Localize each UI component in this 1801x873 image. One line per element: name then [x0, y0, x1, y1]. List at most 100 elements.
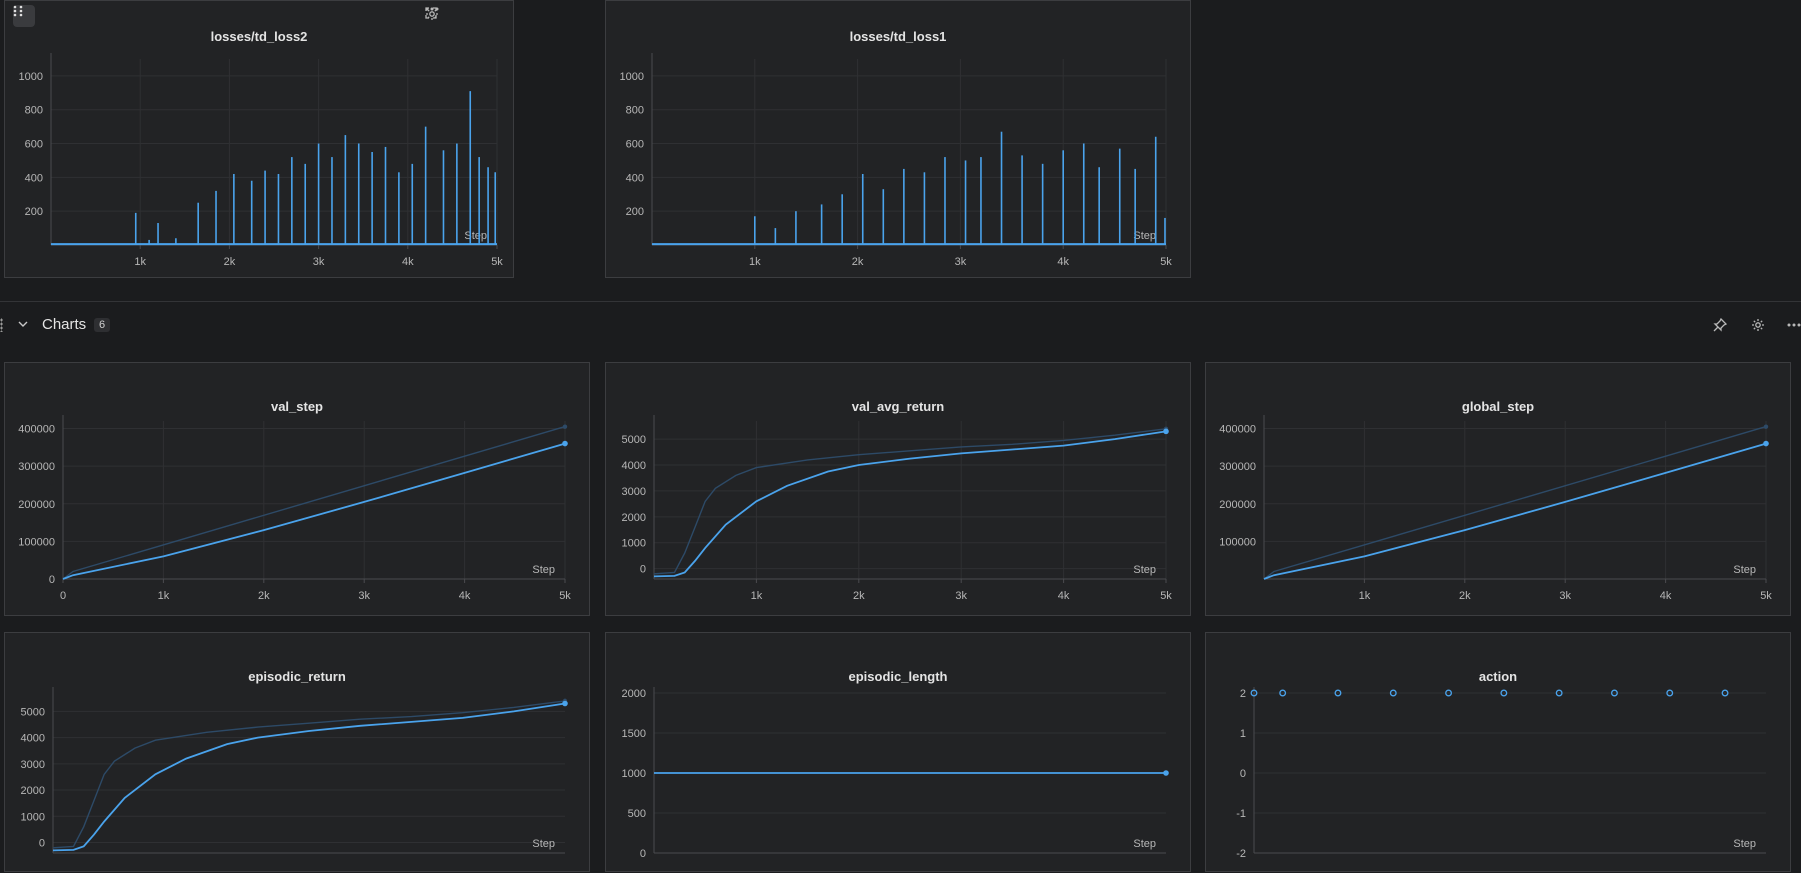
section-grip-icon[interactable]: [0, 318, 3, 332]
y-tick-label: 400000: [1219, 424, 1256, 436]
x-tick-label: 1k: [158, 590, 170, 602]
chart-title: episodic_length: [848, 669, 948, 684]
x-tick-label: 5k: [559, 590, 571, 602]
y-tick-label: 800: [626, 105, 644, 117]
chevron-down-icon[interactable]: [18, 316, 28, 331]
x-tick-label: 1k: [1359, 590, 1371, 602]
gear-icon[interactable]: [1749, 316, 1767, 334]
chart-global-step[interactable]: 100000 200000 300000 400000 1k 2k 3k 4k 5k Step: [1206, 363, 1792, 617]
chart-td-loss1[interactable]: 200 400 600 800 1000 1k 2k 3k 4k 5k Step: [606, 1, 1192, 279]
x-tick-label: 3k: [955, 256, 967, 268]
series-end-point: [562, 440, 568, 447]
y-tick-label: 100000: [18, 536, 55, 548]
chart-action[interactable]: -2 -1 0 1 2 Step: [1206, 633, 1792, 873]
y-tick-label: 4000: [622, 460, 646, 472]
data-point: [1279, 689, 1287, 697]
x-axis-step-label: Step: [532, 564, 555, 576]
y-tick-label: 400000: [18, 424, 55, 436]
chart-panel-global-step: global_step 100000 200000 300000 400000 1k 2k…: [1205, 362, 1791, 616]
series-raw-end-point: [562, 424, 568, 429]
chart-val-step[interactable]: 0 100000 200000 300000 400000 0 1k 2k 3k 4k 5k Step: [5, 363, 591, 617]
y-tick-label: 0: [1240, 768, 1246, 780]
y-tick-label: 200000: [1219, 499, 1256, 511]
x-tick-label: 4k: [1058, 590, 1070, 602]
chart-episodic-length[interactable]: 0 500 1000 1500 2000 Step: [606, 633, 1192, 873]
y-tick-label: 0: [49, 574, 55, 586]
x-tick-label: 5k: [1760, 590, 1772, 602]
chart-panel-td-loss1: losses/td_loss1 200 400 600 800 1000 1k 2k 3k 4k…: [605, 0, 1191, 278]
x-axis-step-label: Step: [1133, 230, 1156, 242]
x-tick-label: 2k: [1459, 590, 1471, 602]
x-tick-label: 3k: [955, 590, 967, 602]
y-tick-label: 400: [626, 172, 644, 184]
x-tick-label: 3k: [358, 590, 370, 602]
x-tick-label: 2k: [852, 256, 864, 268]
x-tick-label: 5k: [1160, 256, 1172, 268]
x-tick-label: 2k: [853, 590, 865, 602]
y-tick-label: 5000: [622, 434, 646, 446]
x-axis-step-label: Step: [1733, 564, 1756, 576]
data-point: [1389, 689, 1397, 697]
y-tick-label: -1: [1236, 808, 1246, 820]
x-tick-label: 5k: [491, 256, 503, 268]
x-axis-step-label: Step: [464, 230, 487, 242]
x-tick-label: 4k: [1057, 256, 1069, 268]
series-raw-line: [62, 425, 566, 580]
x-tick-label: 4k: [459, 590, 471, 602]
data-point: [1666, 689, 1674, 697]
series-raw-line: [52, 700, 566, 849]
y-tick-label: 3000: [622, 486, 646, 498]
y-tick-label: 1: [1240, 728, 1246, 740]
more-icon[interactable]: [1787, 316, 1801, 334]
y-tick-label: 3000: [21, 759, 45, 771]
y-tick-label: 200: [25, 206, 43, 218]
y-tick-label: -2: [1236, 848, 1246, 860]
chart-title: global_step: [1461, 399, 1535, 414]
section-title[interactable]: Charts: [42, 316, 87, 333]
y-tick-label: 400: [25, 172, 43, 184]
y-tick-label: 300000: [18, 461, 55, 473]
chart-val-avg-return[interactable]: 0 1000 2000 3000 4000 5000 1k 2k 3k 4k 5k Step: [606, 363, 1192, 617]
series-smoothed-line: [52, 702, 566, 852]
series-smoothed-line: [653, 430, 1167, 578]
data-point: [1334, 689, 1342, 697]
series-raw-line: [1263, 425, 1767, 580]
y-tick-label: 600: [25, 139, 43, 151]
chart-panel-episodic-length: episodic_length 0 500 1000 1500 2000 Step: [605, 632, 1191, 872]
y-tick-label: 1000: [19, 71, 43, 83]
x-tick-label: 2k: [224, 256, 236, 268]
x-tick-label: 5k: [1160, 590, 1172, 602]
series-smoothed-line: [1263, 442, 1767, 580]
y-tick-label: 0: [640, 848, 646, 860]
x-tick-label: 3k: [313, 256, 325, 268]
chart-episodic-return[interactable]: 0 1000 2000 3000 4000 5000 Step: [5, 633, 591, 873]
x-axis-step-label: Step: [1733, 838, 1756, 850]
series-end-point: [1163, 770, 1169, 776]
data-point: [1721, 689, 1729, 697]
series-raw-end-point: [1763, 424, 1769, 429]
y-tick-label: 500: [628, 808, 646, 820]
y-tick-label: 0: [39, 838, 45, 850]
y-tick-label: 4000: [21, 733, 45, 745]
chart-td-loss2[interactable]: 200 400 600 800 1000 1k 2k 3k 4k 5k Step: [5, 1, 515, 279]
y-tick-label: 200: [626, 206, 644, 218]
more-icon[interactable]: [425, 7, 503, 25]
series-end-point: [562, 700, 568, 707]
y-tick-label: 100000: [1219, 536, 1256, 548]
x-axis-step-label: Step: [1133, 838, 1156, 850]
x-tick-label: 0: [60, 590, 66, 602]
pin-icon[interactable]: [1711, 316, 1729, 334]
y-tick-label: 2000: [622, 688, 646, 700]
series-end-point: [1763, 440, 1769, 447]
y-tick-label: 600: [626, 139, 644, 151]
drag-handle-icon[interactable]: [13, 5, 35, 27]
chart-title: action: [1478, 669, 1518, 684]
y-tick-label: 2000: [622, 512, 646, 524]
y-tick-label: 200000: [18, 499, 55, 511]
y-tick-label: 5000: [21, 706, 45, 718]
chart-title: losses/td_loss2: [210, 29, 308, 44]
series-end-point: [1163, 428, 1169, 435]
y-tick-label: 1000: [21, 811, 45, 823]
data-point: [1610, 689, 1618, 697]
chart-panel-action: action -2 -1 0 1 2 Step: [1205, 632, 1791, 872]
